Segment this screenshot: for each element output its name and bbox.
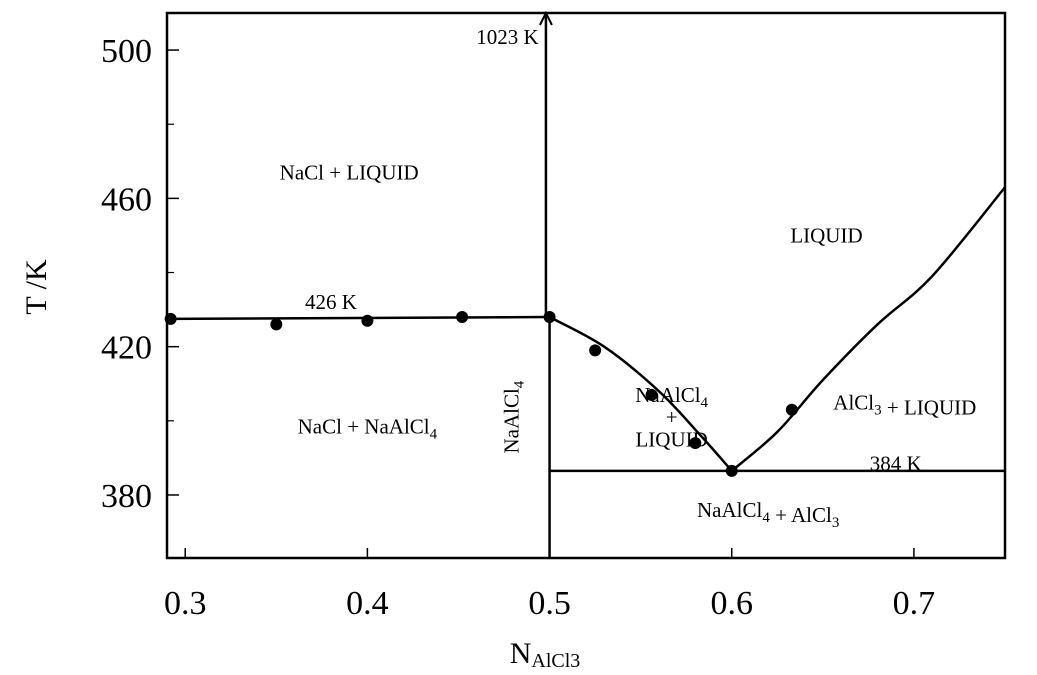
label-text: LIQUID [790,223,862,247]
label-text: + [666,405,678,429]
label-text: NaAlCl [635,383,700,407]
label-text: NaCl + NaAlCl [298,414,430,438]
label-text: NaCl + LIQUID [280,160,419,184]
label-text: + AlCl [770,503,832,527]
label-subscript: 4 [701,395,709,411]
y-axis-title: T /K [20,259,53,315]
x-tick-label: 0.5 [528,585,571,622]
data-point [543,311,556,324]
label-subscript: 4 [511,380,527,388]
y-tick-label: 500 [101,33,152,70]
arrow-head [539,10,553,26]
label-subscript: 3 [874,402,882,418]
label-text: 426 K [305,290,357,314]
axis-ticks [167,49,915,558]
x-axis-title-sub: AlCl3 [531,650,580,672]
label-subscript: 3 [832,515,840,531]
compound-label-naalcl4: NaAlCl4 [499,380,527,453]
x-tick-label: 0.7 [893,585,936,622]
label-text: 384 K [870,451,922,475]
label-text: LIQUID [635,427,707,451]
label-text: NaAlCl [499,388,523,453]
label-subscript: 4 [430,426,438,442]
y-tick-label: 460 [101,181,152,218]
x-axis-title: NAlCl3 [510,637,581,672]
data-point [589,344,602,357]
region-label: 384 K [870,451,922,475]
y-tick-label: 380 [101,478,152,515]
data-point [164,312,177,325]
data-point [689,437,702,450]
phase-boundaries [166,10,1006,558]
region-label: + [666,405,678,429]
label-text: NaAlCl [697,498,762,522]
y-tick-label: 420 [101,330,152,367]
x-axis-title-main: N [510,637,532,670]
x-tick-label: 0.3 [164,585,207,622]
region-label: NaCl + LIQUID [280,160,419,184]
label-text: + LIQUID [882,395,977,419]
label-subscript: 4 [762,510,770,526]
data-point [785,403,798,416]
region-label: NaCl + NaAlCl4 [298,414,438,442]
data-point [725,464,738,477]
label-text: 1023 K [476,25,538,49]
region-label: NaAlCl4 [635,383,708,411]
data-point [361,314,374,327]
axis-tick-labels: 0.3 0.4 0.5 0.6 0.7 380 420 460 500 [101,33,935,622]
phase-boundary-0 [166,315,550,321]
x-tick-label: 0.6 [710,585,753,622]
region-label: NaAlCl4 + AlCl3 [697,498,839,531]
region-labels: 1023 K 426 K 384 K NaCl + LIQUID LIQUID NaCl … [280,25,977,531]
data-point [645,388,658,401]
region-label: 426 K [305,290,357,314]
x-tick-label: 0.4 [346,585,389,622]
label-text: AlCl [833,390,874,414]
phase-boundary-1 [548,315,733,472]
phase-boundary-2 [730,186,1006,472]
region-label: LIQUID [635,427,707,451]
data-points [164,311,798,477]
plot-frame [165,11,1007,560]
region-label: AlCl3 + LIQUID [833,390,976,419]
data-point [456,311,469,324]
region-label: LIQUID [790,223,862,247]
data-point [270,318,283,331]
region-label: 1023 K [476,25,538,49]
